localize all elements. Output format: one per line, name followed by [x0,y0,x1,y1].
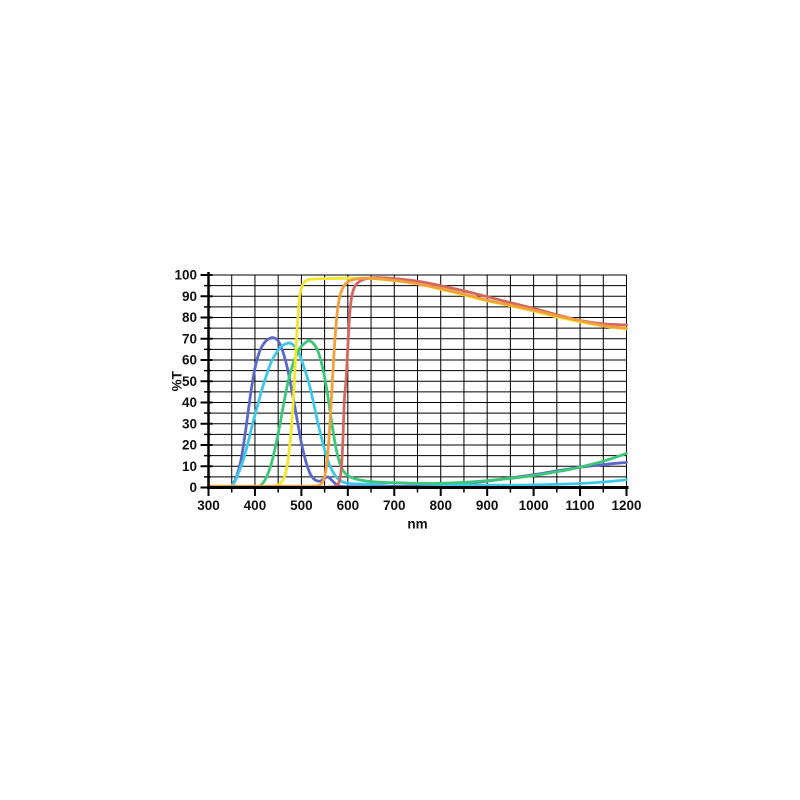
x-tick-label: 400 [244,498,267,513]
x-tick-label: 700 [383,498,406,513]
y-tick-label: 20 [182,438,197,453]
x-tick-label: 1200 [611,498,641,513]
curve-green-filter [255,339,628,489]
axis-ticks [200,274,628,496]
y-tick-label: 10 [182,459,197,474]
curve-orange-longpass-filter [207,276,628,488]
y-tick-label: 70 [182,331,197,346]
y-tick-label: 100 [174,268,197,283]
y-tick-label: 60 [182,353,197,368]
x-tick-label: 300 [197,498,220,513]
filter-curves [207,276,628,489]
y-tick-label: 80 [182,310,197,325]
y-tick-label: 40 [182,395,197,410]
transmission-chart: 0 10 20 30 40 50 60 70 80 90 100 300 400 500 600 700 800… [160,252,666,544]
y-tick-label: 30 [182,416,197,431]
y-tick-label: 50 [182,374,197,389]
x-tick-label: 900 [476,498,499,513]
x-tick-label: 1000 [519,498,549,513]
x-axis-title: nm [407,517,427,532]
curve-cyan-filter [228,341,628,489]
y-tick-label: 0 [189,480,197,495]
transmission-chart-svg: 0 10 20 30 40 50 60 70 80 90 100 300 400 500 600 700 800… [170,268,642,532]
x-tick-label: 800 [429,498,452,513]
x-tick-label: 600 [337,498,360,513]
x-tick-label: 500 [290,498,313,513]
y-axis-title: %T [170,370,185,391]
y-tick-label: 90 [182,289,197,304]
grid [208,274,627,488]
x-tick-label: 1100 [565,498,594,513]
tick-labels: 0 10 20 30 40 50 60 70 80 90 100 300 400 500 600 700 800… [174,268,641,513]
curve-red-longpass-filter [207,276,628,489]
